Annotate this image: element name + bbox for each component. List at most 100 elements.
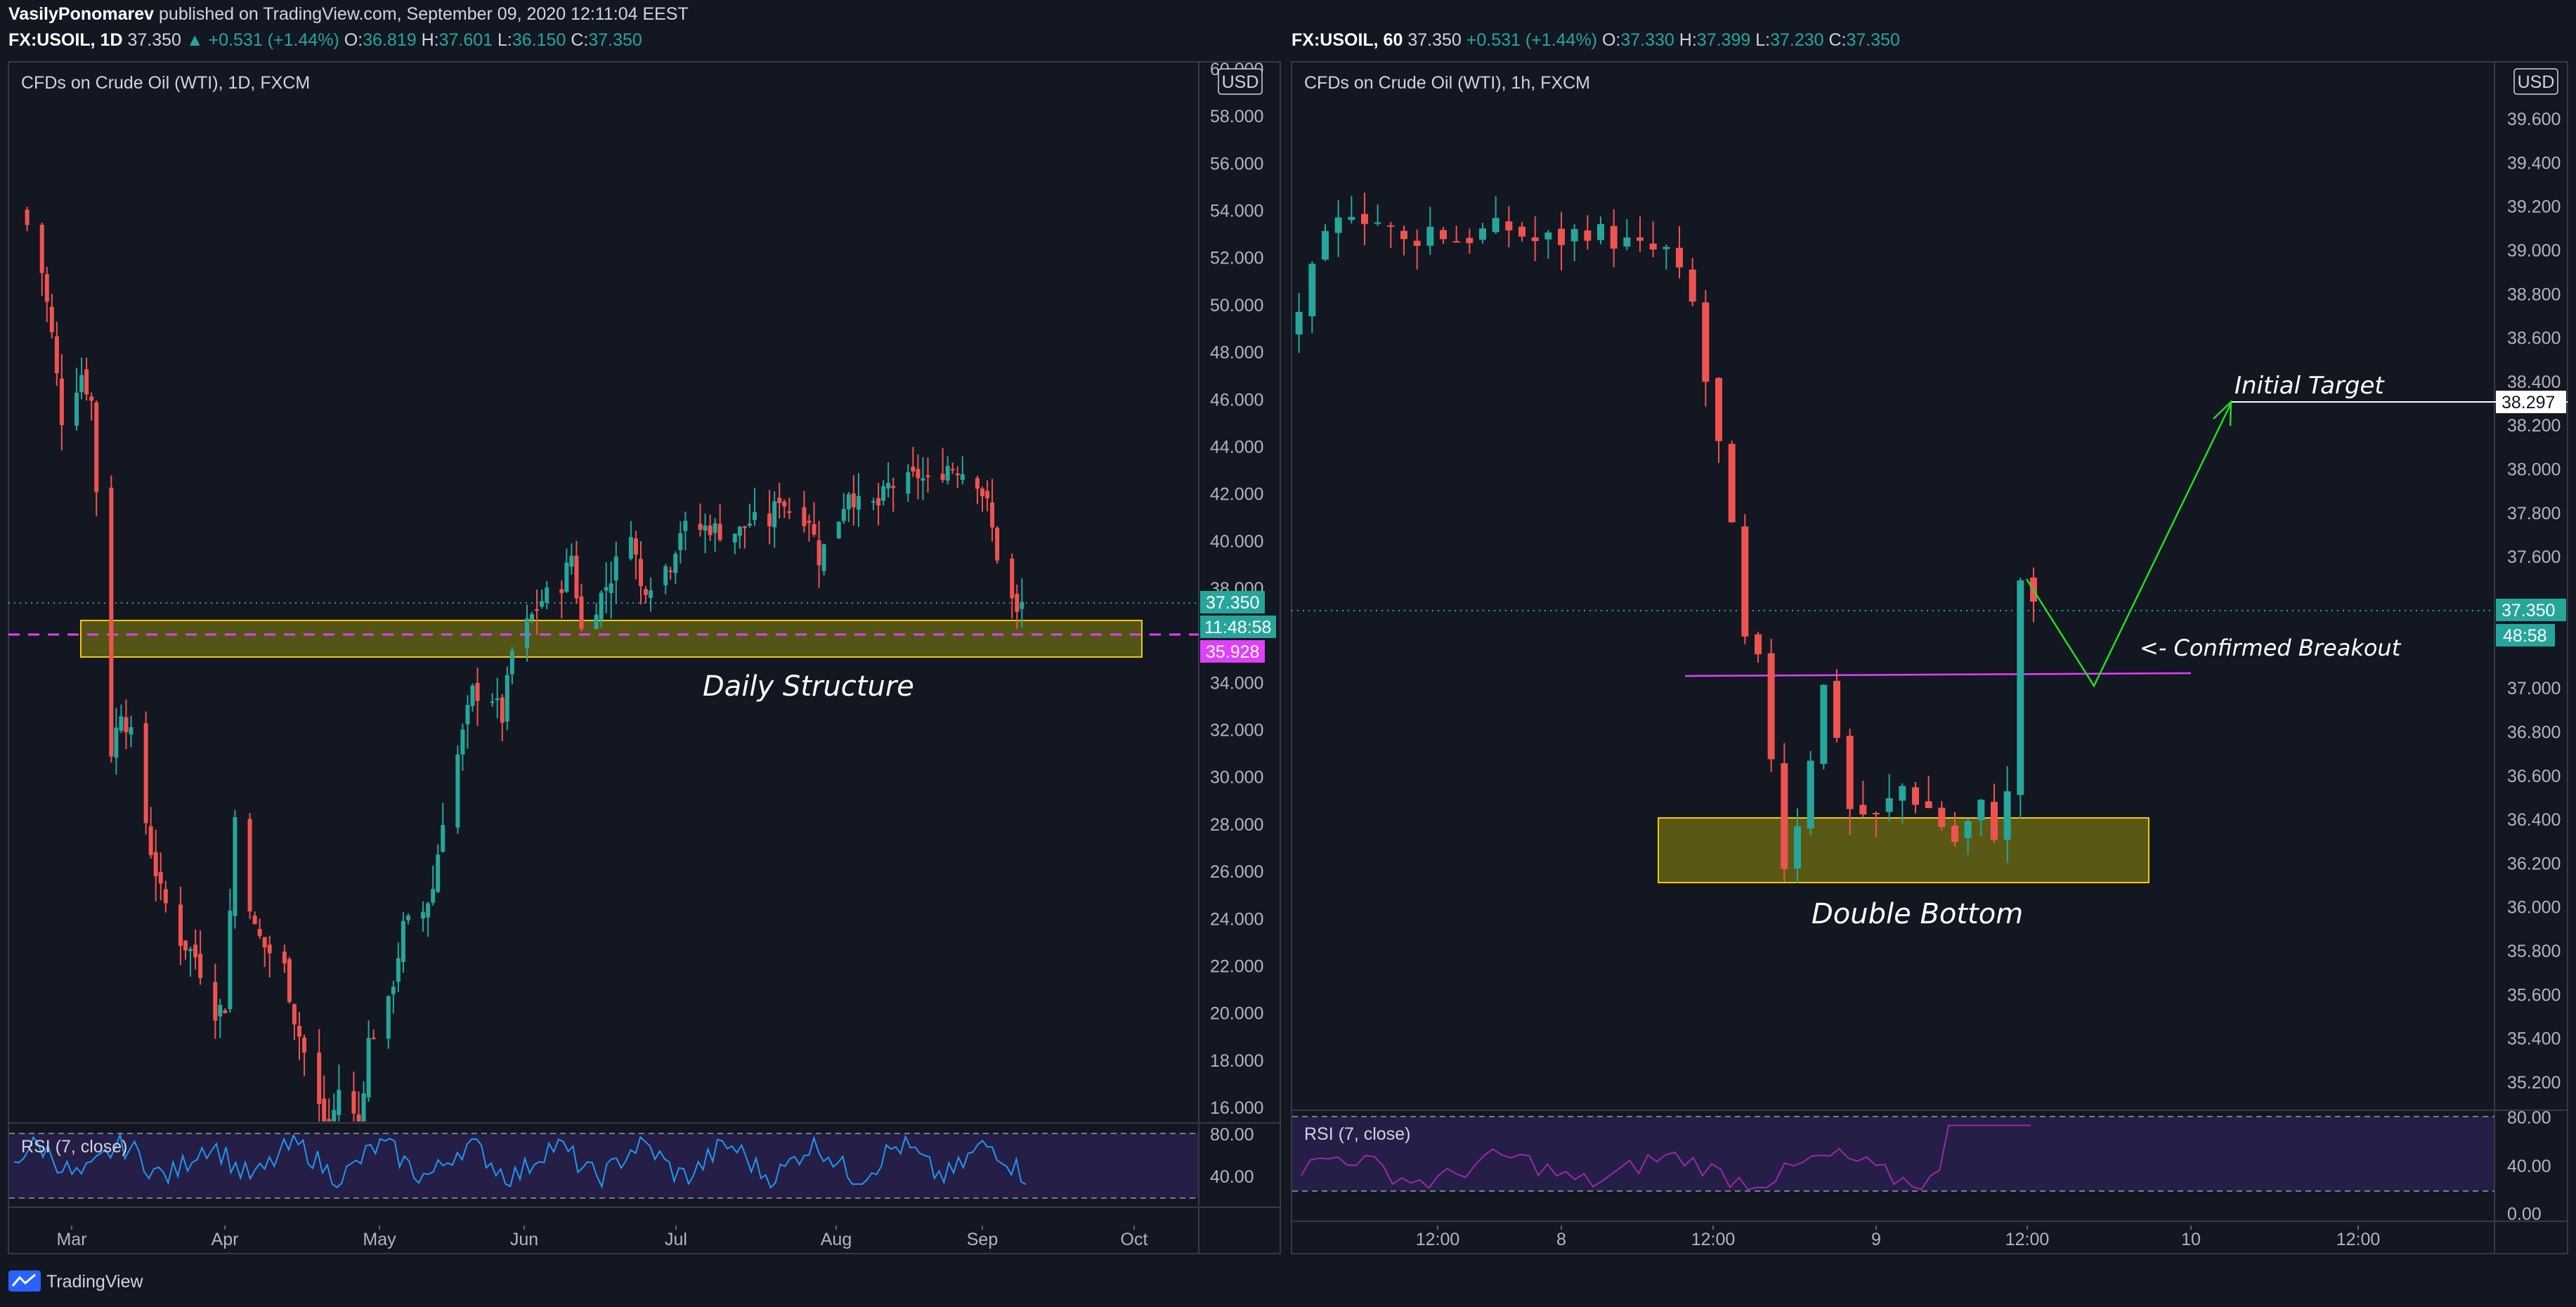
candle-body[interactable]: [1466, 238, 1474, 243]
candle-body[interactable]: [1010, 558, 1015, 599]
candle-body[interactable]: [569, 556, 574, 567]
candle-body[interactable]: [1873, 812, 1880, 814]
candle-body[interactable]: [79, 375, 84, 392]
candle-body[interactable]: [851, 493, 856, 507]
candle-body[interactable]: [1479, 228, 1486, 240]
candle-body[interactable]: [436, 854, 441, 892]
candle-body[interactable]: [921, 478, 925, 481]
candle-body[interactable]: [564, 562, 569, 592]
candle-body[interactable]: [505, 675, 509, 722]
candle-body[interactable]: [737, 526, 742, 536]
candle-body[interactable]: [1977, 800, 1985, 821]
candle-body[interactable]: [391, 987, 396, 995]
candle-body[interactable]: [1715, 377, 1722, 441]
candle-body[interactable]: [119, 716, 124, 731]
candle-body[interactable]: [990, 502, 995, 528]
candle-body[interactable]: [509, 650, 514, 675]
candle-body[interactable]: [530, 613, 535, 620]
candle-body[interactable]: [421, 911, 426, 919]
candle-body[interactable]: [1400, 230, 1407, 240]
candle-body[interactable]: [1440, 230, 1447, 240]
candle-body[interactable]: [2017, 580, 2024, 795]
right-currency-badge[interactable]: [2513, 68, 2558, 95]
candle-body[interactable]: [772, 501, 777, 528]
candle-body[interactable]: [455, 754, 460, 828]
candle-body[interactable]: [574, 555, 579, 599]
candle-body[interactable]: [633, 538, 638, 555]
candle-body[interactable]: [525, 618, 529, 648]
candle-body[interactable]: [812, 524, 817, 535]
candle-body[interactable]: [1361, 214, 1368, 224]
candle-body[interactable]: [1452, 241, 1460, 243]
candle-body[interactable]: [84, 369, 89, 395]
candle-body[interactable]: [1885, 798, 1893, 812]
candle-body[interactable]: [1308, 264, 1316, 317]
candle-body[interactable]: [371, 1037, 376, 1039]
candle-body[interactable]: [1637, 237, 1644, 241]
candle-body[interactable]: [579, 596, 584, 629]
candle-body[interactable]: [708, 525, 713, 535]
candle-body[interactable]: [717, 524, 722, 540]
candle-body[interactable]: [257, 929, 262, 937]
candle-body[interactable]: [183, 940, 188, 951]
candle-body[interactable]: [114, 727, 119, 758]
author-name[interactable]: VasilyPonomarev: [8, 4, 155, 24]
tradingview-logo[interactable]: [8, 1270, 41, 1292]
candle-body[interactable]: [846, 494, 851, 509]
candle-body[interactable]: [148, 826, 153, 855]
candle-body[interactable]: [1781, 763, 1788, 869]
candle-body[interactable]: [1558, 228, 1565, 245]
candle-body[interactable]: [317, 1052, 322, 1105]
candle-body[interactable]: [1348, 216, 1355, 221]
candle-body[interactable]: [39, 224, 44, 273]
candle-body[interactable]: [495, 698, 500, 701]
candle-body[interactable]: [327, 1119, 332, 1121]
candle-body[interactable]: [1387, 225, 1395, 227]
candle-body[interactable]: [322, 1098, 327, 1121]
candle-body[interactable]: [950, 469, 955, 471]
candle-body[interactable]: [1570, 228, 1578, 242]
candle-body[interactable]: [732, 533, 737, 543]
candle-body[interactable]: [1649, 243, 1657, 250]
candle-body[interactable]: [426, 903, 431, 918]
candle-body[interactable]: [2003, 791, 2011, 840]
candle-body[interactable]: [886, 483, 891, 489]
candle-body[interactable]: [540, 601, 545, 607]
candle-body[interactable]: [490, 701, 495, 703]
candle-body[interactable]: [713, 523, 717, 533]
candle-body[interactable]: [747, 524, 752, 526]
candle-body[interactable]: [703, 525, 708, 531]
candle-body[interactable]: [753, 512, 757, 521]
candle-body[interactable]: [465, 705, 470, 724]
candle-body[interactable]: [841, 509, 846, 521]
candle-body[interactable]: [475, 682, 480, 701]
candle-body[interactable]: [337, 1089, 341, 1115]
candle-body[interactable]: [188, 949, 193, 951]
candle-body[interactable]: [995, 527, 1000, 561]
candle-body[interactable]: [821, 544, 826, 571]
candle-body[interactable]: [1623, 237, 1631, 247]
candle-body[interactable]: [1859, 805, 1867, 815]
candle-body[interactable]: [817, 540, 821, 566]
candle-body[interactable]: [955, 473, 960, 476]
candle-body[interactable]: [881, 486, 886, 501]
candle-body[interactable]: [1413, 240, 1421, 246]
candle-body[interactable]: [292, 1004, 297, 1025]
candle-body[interactable]: [193, 944, 198, 958]
candle-body[interactable]: [604, 587, 609, 591]
candle-body[interactable]: [143, 723, 148, 824]
candle-body[interactable]: [916, 469, 921, 479]
candle-body[interactable]: [960, 474, 965, 480]
candle-body[interactable]: [25, 209, 30, 225]
candle-body[interactable]: [1610, 226, 1618, 249]
candle-body[interactable]: [1518, 226, 1526, 237]
candle-body[interactable]: [366, 1038, 371, 1098]
candle-body[interactable]: [1755, 634, 1762, 655]
candle-body[interactable]: [985, 490, 990, 499]
candle-body[interactable]: [49, 306, 54, 332]
candle-body[interactable]: [54, 336, 59, 374]
candle-body[interactable]: [287, 958, 292, 1002]
candle-body[interactable]: [124, 717, 129, 733]
candle-body[interactable]: [1899, 786, 1906, 801]
candle-body[interactable]: [698, 524, 703, 531]
